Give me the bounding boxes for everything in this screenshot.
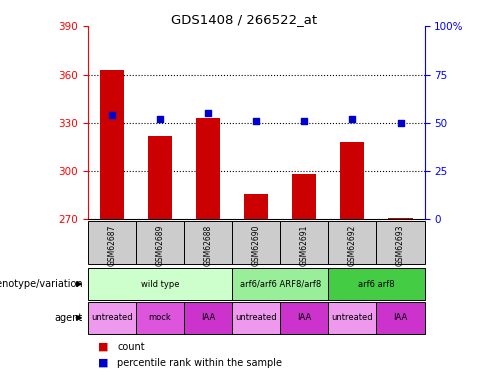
Bar xyxy=(184,302,232,334)
Bar xyxy=(184,221,232,264)
Bar xyxy=(88,302,136,334)
Bar xyxy=(280,302,328,334)
Text: agent: agent xyxy=(55,313,83,323)
Text: arf6/arf6 ARF8/arf8: arf6/arf6 ARF8/arf8 xyxy=(240,280,321,289)
Text: GSM62689: GSM62689 xyxy=(156,225,164,266)
Bar xyxy=(136,221,184,264)
Point xyxy=(348,116,356,122)
Point xyxy=(108,112,116,118)
Text: GSM62690: GSM62690 xyxy=(252,225,261,266)
Bar xyxy=(328,221,376,264)
Text: IAA: IAA xyxy=(201,314,215,322)
Text: GSM62691: GSM62691 xyxy=(300,225,309,266)
Point xyxy=(397,120,405,126)
Text: GSM62688: GSM62688 xyxy=(203,225,213,266)
Bar xyxy=(88,221,136,264)
Bar xyxy=(328,302,376,334)
Text: untreated: untreated xyxy=(331,314,373,322)
Text: GSM62687: GSM62687 xyxy=(107,225,117,266)
Bar xyxy=(148,136,172,219)
Bar xyxy=(376,221,425,264)
Text: GSM62692: GSM62692 xyxy=(348,225,357,266)
Bar xyxy=(232,302,280,334)
Text: ■: ■ xyxy=(98,358,108,368)
Text: GSM62693: GSM62693 xyxy=(396,225,405,266)
Text: count: count xyxy=(117,342,145,352)
Text: GDS1408 / 266522_at: GDS1408 / 266522_at xyxy=(171,13,317,26)
Point xyxy=(252,118,260,124)
Point xyxy=(156,116,164,122)
Bar xyxy=(388,218,412,219)
Text: IAA: IAA xyxy=(393,314,407,322)
Text: untreated: untreated xyxy=(91,314,133,322)
Bar xyxy=(100,70,124,219)
Bar xyxy=(292,174,316,219)
Text: untreated: untreated xyxy=(235,314,277,322)
Bar xyxy=(376,302,425,334)
Point xyxy=(301,118,308,124)
Text: genotype/variation: genotype/variation xyxy=(0,279,83,289)
Bar xyxy=(196,118,220,219)
Bar xyxy=(340,142,365,219)
Text: percentile rank within the sample: percentile rank within the sample xyxy=(117,358,282,368)
Text: ■: ■ xyxy=(98,342,108,352)
Bar xyxy=(136,302,184,334)
Text: arf6 arf8: arf6 arf8 xyxy=(358,280,395,289)
Bar xyxy=(280,221,328,264)
Bar xyxy=(244,194,268,219)
Text: IAA: IAA xyxy=(297,314,311,322)
Bar xyxy=(88,268,232,300)
Point xyxy=(204,110,212,116)
Text: wild type: wild type xyxy=(141,280,179,289)
Text: mock: mock xyxy=(149,314,171,322)
Bar xyxy=(232,268,328,300)
Bar xyxy=(328,268,425,300)
Bar xyxy=(232,221,280,264)
